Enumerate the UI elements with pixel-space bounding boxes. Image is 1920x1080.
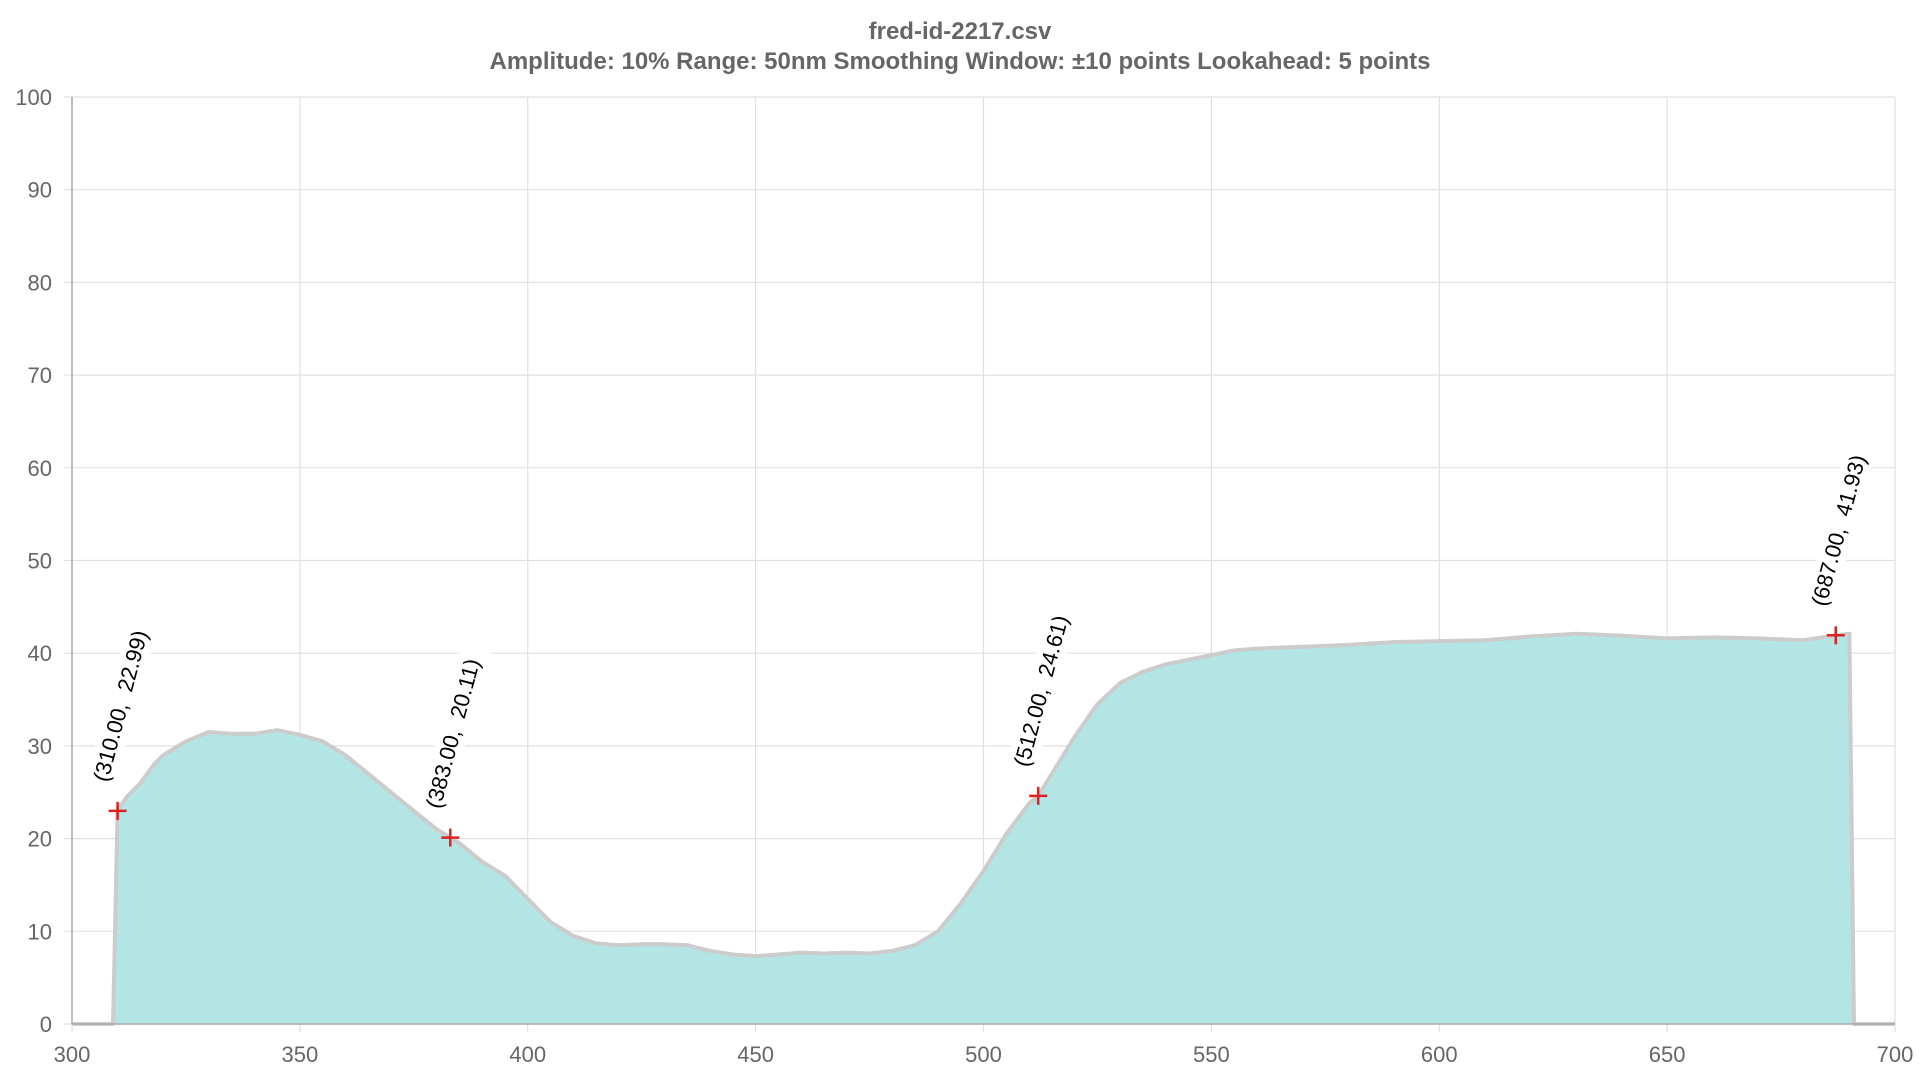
y-tick-label: 40	[28, 641, 52, 666]
series-line	[72, 631, 1895, 1026]
x-tick-label: 350	[282, 1042, 319, 1067]
peak-label-background	[86, 605, 162, 785]
y-tick-label: 60	[28, 456, 52, 481]
y-tick-label: 10	[28, 919, 52, 944]
x-tick-label: 650	[1649, 1042, 1686, 1067]
x-tick-label: 600	[1421, 1042, 1458, 1067]
axes: 0 10 20 30 40 50 60 70 80 90 100 300 350 400 450 500 550…	[15, 85, 1913, 1067]
peak-marker: (383.00, 20.11)	[419, 631, 495, 847]
y-tick-label: 100	[15, 85, 52, 110]
y-tick-label: 90	[28, 178, 52, 203]
peak-marker: (687.00, 41.93)	[1804, 429, 1880, 645]
peak-label-background	[419, 631, 495, 812]
y-tick-label: 30	[28, 734, 52, 759]
chart-subtitle: Amplitude: 10% Range: 50nm Smoothing Win…	[489, 48, 1431, 75]
peak-label-background	[1804, 429, 1880, 610]
y-tick-label: 80	[28, 270, 52, 295]
x-tick-label: 700	[1877, 1042, 1914, 1067]
peak-label-background	[1006, 590, 1082, 770]
x-tick-label: 500	[965, 1042, 1002, 1067]
y-tick-label: 50	[28, 549, 52, 574]
x-tick-label: 400	[509, 1042, 546, 1067]
y-tick-label: 70	[28, 363, 52, 388]
y-tick-label: 0	[40, 1012, 52, 1037]
y-tick-label: 20	[28, 827, 52, 852]
x-tick-label: 550	[1193, 1042, 1230, 1067]
x-tick-label: 450	[737, 1042, 774, 1067]
chart-title: fred-id-2217.csv	[868, 18, 1052, 45]
x-tick-label: 300	[54, 1042, 91, 1067]
spectrum-area	[72, 631, 1895, 1026]
series-area-fill	[72, 633, 1895, 1024]
